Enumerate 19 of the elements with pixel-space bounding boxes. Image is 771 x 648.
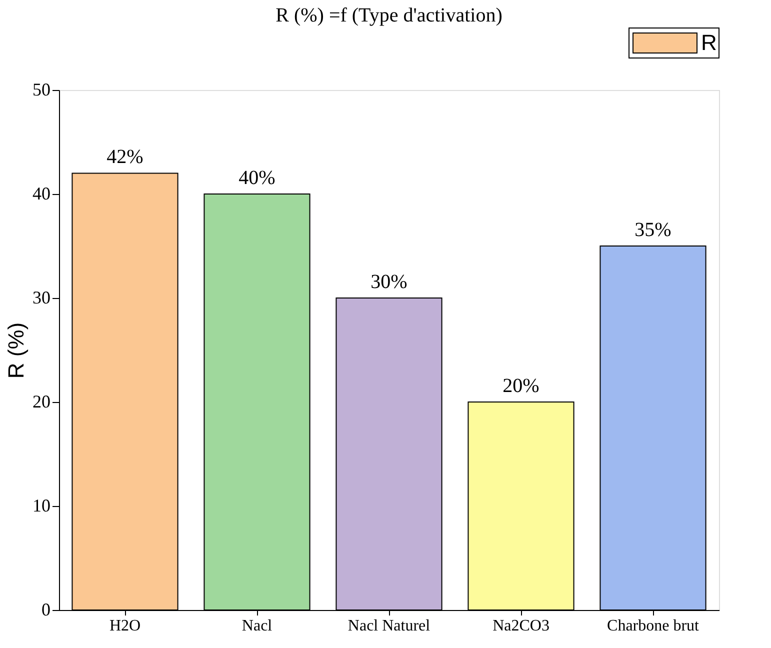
legend-label: R xyxy=(701,30,717,55)
y-tick-label: 10 xyxy=(32,496,50,516)
data-label: 42% xyxy=(106,146,144,168)
data-label: 40% xyxy=(238,167,276,189)
y-axis-title: R (%) xyxy=(4,322,28,379)
y-tick-label: 0 xyxy=(42,600,50,620)
y-tick-label: 20 xyxy=(32,392,50,412)
x-tick-label: Na2CO3 xyxy=(492,618,550,634)
y-tick-label: 40 xyxy=(32,184,50,204)
data-label: 30% xyxy=(370,271,408,293)
x-tick-label: Nacl Naturel xyxy=(348,618,431,634)
x-tick-label: H2O xyxy=(109,618,141,634)
y-tick-label: 30 xyxy=(32,288,50,308)
chart-title: R (%) =f (Type d'activation) xyxy=(276,4,502,26)
data-label: 35% xyxy=(634,219,672,241)
x-tick-label: Nacl xyxy=(242,618,273,634)
x-tick-label: Charbone brut xyxy=(607,618,700,634)
data-label: 20% xyxy=(502,375,540,397)
y-tick-label: 50 xyxy=(32,80,50,100)
